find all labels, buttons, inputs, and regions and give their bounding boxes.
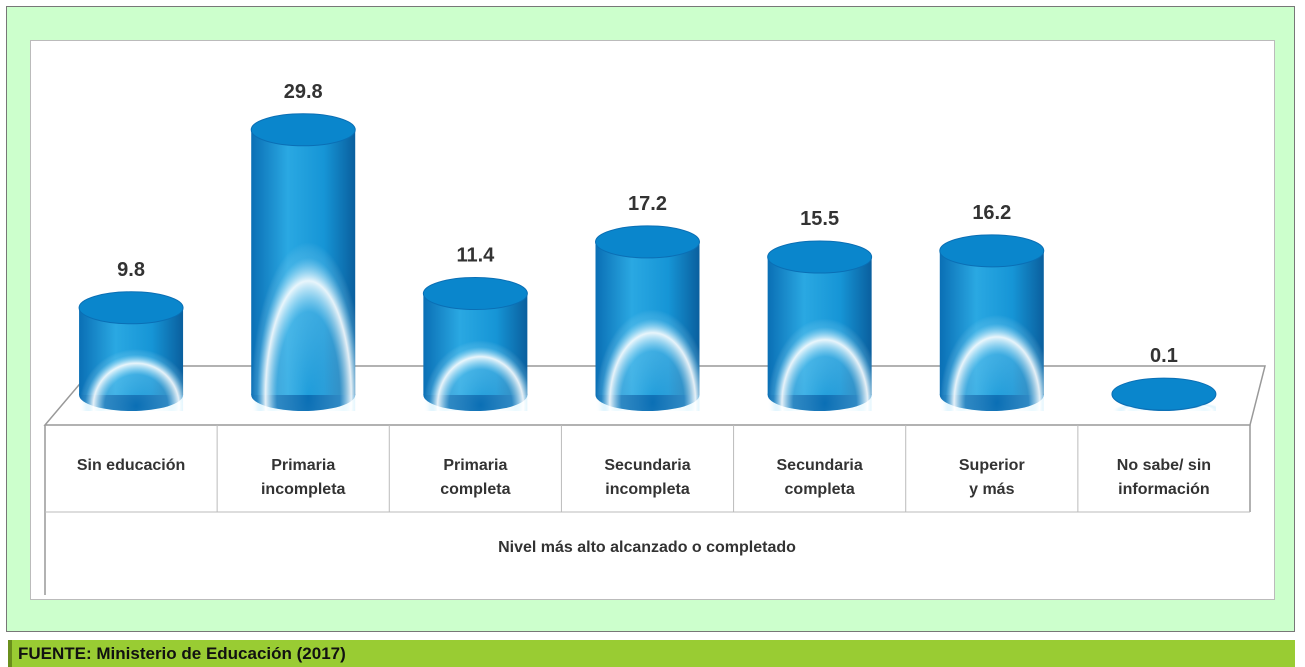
value-label: 17.2 bbox=[628, 193, 667, 215]
x-tick-label: Primaria incompleta bbox=[261, 457, 346, 498]
cylinder bbox=[595, 225, 700, 411]
x-axis-title: Nivel más alto alcanzado o completado bbox=[498, 539, 796, 556]
value-label: 0.1 bbox=[1150, 345, 1178, 367]
cylinder-top bbox=[939, 234, 1045, 268]
cylinder-top bbox=[767, 240, 873, 274]
cylinder bbox=[939, 234, 1045, 411]
value-label: 29.8 bbox=[284, 81, 323, 103]
cylinder bbox=[767, 240, 873, 411]
bar-glow bbox=[767, 257, 872, 411]
x-tick-label: Secundaria completa bbox=[777, 457, 863, 498]
cylinder-top bbox=[422, 277, 528, 311]
cylinder-top bbox=[595, 225, 700, 259]
value-label: 16.2 bbox=[972, 202, 1011, 224]
value-label: 9.8 bbox=[117, 259, 145, 281]
cylinder bbox=[1111, 377, 1217, 411]
x-tick-label: Primaria completa bbox=[440, 457, 510, 498]
cylinder bbox=[250, 113, 356, 411]
x-tick-label: Sin educación bbox=[77, 457, 185, 474]
bar-glow bbox=[79, 307, 184, 411]
value-label: 15.5 bbox=[800, 208, 839, 230]
x-tick-label: No sabe/ sin información bbox=[1117, 457, 1211, 498]
x-tick-label: Superior y más bbox=[959, 457, 1025, 498]
bar-glow bbox=[939, 250, 1044, 411]
cylinder bbox=[422, 277, 528, 411]
bar-glow bbox=[423, 293, 528, 411]
x-tick-label: Secundaria incompleta bbox=[604, 457, 690, 498]
cylinder-top bbox=[250, 113, 356, 147]
cylinder-top bbox=[1111, 377, 1217, 411]
bar-glow bbox=[251, 129, 356, 411]
source-note: FUENTE: Ministerio de Educación (2017) bbox=[8, 640, 1295, 667]
cylinder bbox=[78, 291, 184, 411]
bar-glow bbox=[595, 241, 700, 411]
value-label: 11.4 bbox=[456, 245, 495, 267]
cylinder-top bbox=[78, 291, 184, 325]
